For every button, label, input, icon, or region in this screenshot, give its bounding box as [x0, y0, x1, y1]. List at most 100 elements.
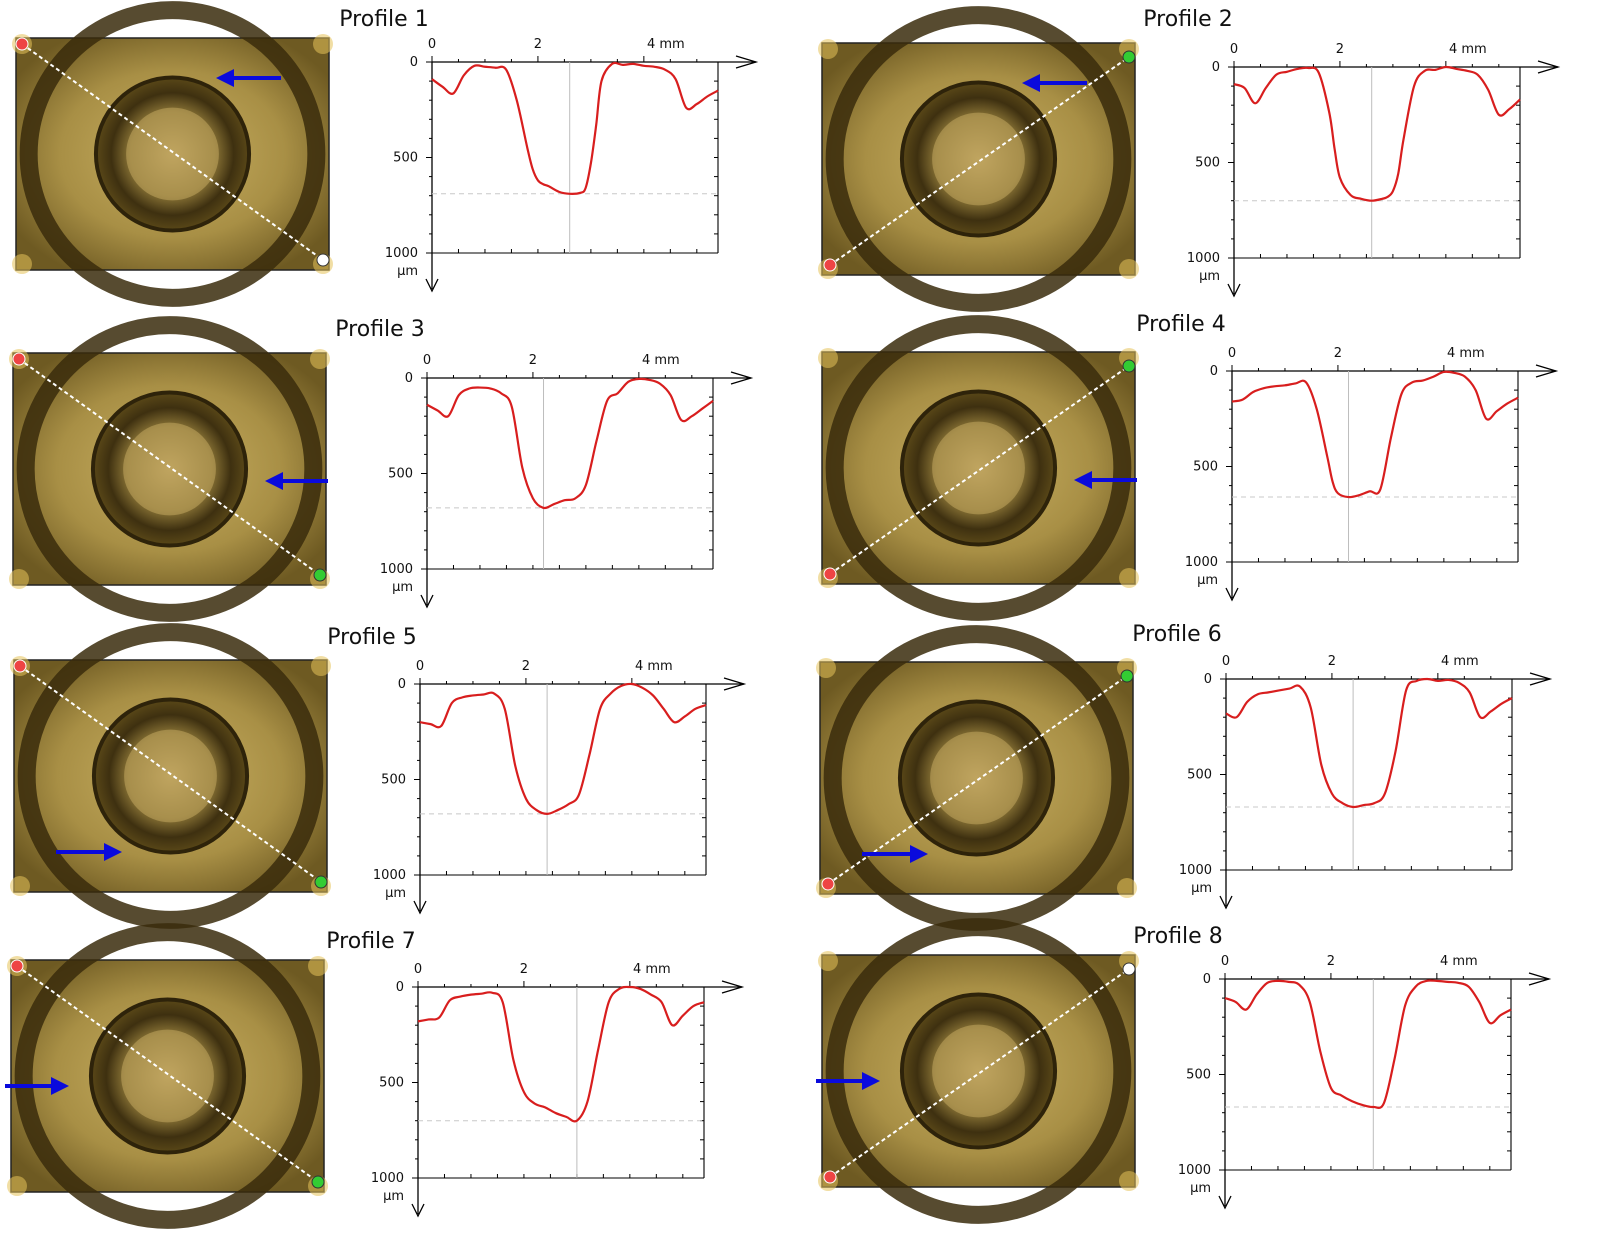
profile-path-line	[19, 665, 322, 883]
profile-plot: 0 2 4 mm 0 500 1000 µm	[1178, 954, 1552, 1210]
y-axis-arrowhead	[411, 1203, 425, 1218]
outer-ring	[825, 6, 1132, 312]
y-tick-label: 0	[1203, 972, 1211, 987]
corner-glint	[313, 34, 333, 54]
corner-glint	[1119, 568, 1139, 588]
y-unit-label: µm	[1191, 881, 1212, 896]
end-dot	[1122, 359, 1136, 373]
profile-panel-7: Profile 7 0 2 4 mm 0 500 1000 µm	[5, 923, 745, 1229]
profile-series-line	[431, 61, 719, 195]
end-dot	[1120, 669, 1134, 683]
x-tick-label: 4 mm	[1449, 42, 1487, 57]
panel-title: Profile 6	[1132, 622, 1221, 647]
y-tick-label: 1000	[371, 1171, 404, 1186]
profile-series-line	[419, 682, 707, 815]
y-tick-label: 0	[1212, 60, 1220, 75]
y-tick-label: 0	[1210, 364, 1218, 379]
marker-arrow-head	[1022, 74, 1040, 92]
y-tick-label: 1000	[1187, 251, 1220, 266]
y-axis-arrowhead	[425, 278, 439, 293]
outer-ring	[825, 315, 1132, 621]
marker-arrow-head	[862, 1072, 880, 1090]
x-tick-label: 2	[520, 962, 528, 977]
y-tick-label: 500	[1195, 156, 1220, 171]
corner-glint	[1117, 878, 1137, 898]
sample-photo	[12, 1, 333, 307]
corner-glint	[818, 348, 838, 368]
profile-path-line	[16, 965, 319, 1183]
y-tick-label: 500	[1193, 460, 1218, 475]
start-dot	[823, 258, 837, 272]
corner-glint	[818, 39, 838, 59]
profile-panel-3: Profile 3 0 2 4 mm 0 500 1000 µm	[9, 316, 754, 622]
profile-series-line	[1233, 65, 1521, 202]
y-tick-label: 0	[396, 980, 404, 995]
sample-photo	[5, 923, 328, 1229]
corner-glint	[308, 956, 328, 976]
x-axis-arrowhead	[721, 980, 745, 994]
marker-arrow-head	[51, 1077, 69, 1095]
x-tick-label: 4 mm	[635, 659, 673, 674]
y-tick-label: 500	[1186, 1068, 1211, 1083]
outer-ring	[19, 1, 326, 307]
y-unit-label: µm	[1197, 573, 1218, 588]
end-dot	[314, 875, 328, 889]
x-tick-label: 2	[529, 353, 537, 368]
x-tick-label: 4 mm	[1441, 654, 1479, 669]
y-tick-label: 1000	[1185, 555, 1218, 570]
profile-series-line	[1224, 979, 1512, 1110]
x-tick-label: 2	[1334, 346, 1342, 361]
start-dot	[823, 1170, 837, 1184]
x-axis-arrowhead	[735, 55, 759, 69]
corner-glint	[10, 876, 30, 896]
start-dot	[821, 877, 835, 891]
crater-floor	[124, 729, 217, 823]
crater-floor	[932, 112, 1025, 206]
x-tick-label: 0	[1221, 954, 1229, 969]
x-tick-label: 2	[1328, 654, 1336, 669]
panel-title: Profile 5	[327, 625, 416, 650]
y-unit-label: µm	[1199, 269, 1220, 284]
x-tick-label: 4 mm	[1440, 954, 1478, 969]
x-axis-arrowhead	[730, 371, 754, 385]
x-tick-label: 2	[1327, 954, 1335, 969]
panel-title: Profile 8	[1133, 924, 1222, 949]
x-tick-label: 2	[522, 659, 530, 674]
profile-plot: 0 2 4 mm 0 500 1000 µm	[1187, 42, 1561, 298]
y-unit-label: µm	[385, 886, 406, 901]
x-axis-arrowhead	[723, 677, 747, 691]
profile-path-line	[827, 675, 1128, 885]
x-tick-label: 4 mm	[633, 962, 671, 977]
x-tick-label: 0	[1228, 346, 1236, 361]
x-tick-label: 4 mm	[642, 353, 680, 368]
start-dot	[823, 567, 837, 581]
x-tick-label: 0	[423, 353, 431, 368]
y-tick-label: 500	[1187, 768, 1212, 783]
y-tick-label: 500	[381, 773, 406, 788]
outer-ring	[16, 316, 323, 622]
y-unit-label: µm	[397, 264, 418, 279]
y-unit-label: µm	[383, 1189, 404, 1204]
end-dot	[1122, 50, 1136, 64]
crater-floor	[932, 421, 1025, 515]
profile-path-line	[21, 43, 324, 261]
profile-series-line	[1231, 370, 1519, 499]
x-tick-label: 2	[1336, 42, 1344, 57]
y-axis-arrowhead	[420, 594, 434, 609]
profile-plot: 0 2 4 mm 0 500 1000 µm	[1179, 654, 1553, 910]
y-tick-label: 500	[388, 467, 413, 482]
profile-series-line	[417, 985, 705, 1123]
x-tick-label: 2	[534, 37, 542, 52]
start-dot	[13, 659, 27, 673]
profile-plot: 0 2 4 mm 0 500 1000 µm	[380, 353, 754, 609]
crater-floor	[930, 731, 1023, 825]
sample-photo	[10, 623, 331, 929]
y-tick-label: 1000	[1179, 863, 1212, 878]
y-tick-label: 500	[379, 1076, 404, 1091]
y-tick-label: 0	[410, 55, 418, 70]
y-tick-label: 500	[393, 151, 418, 166]
profile-panel-8: Profile 8 0 2 4 mm 0 500 1000 µm	[816, 918, 1552, 1224]
